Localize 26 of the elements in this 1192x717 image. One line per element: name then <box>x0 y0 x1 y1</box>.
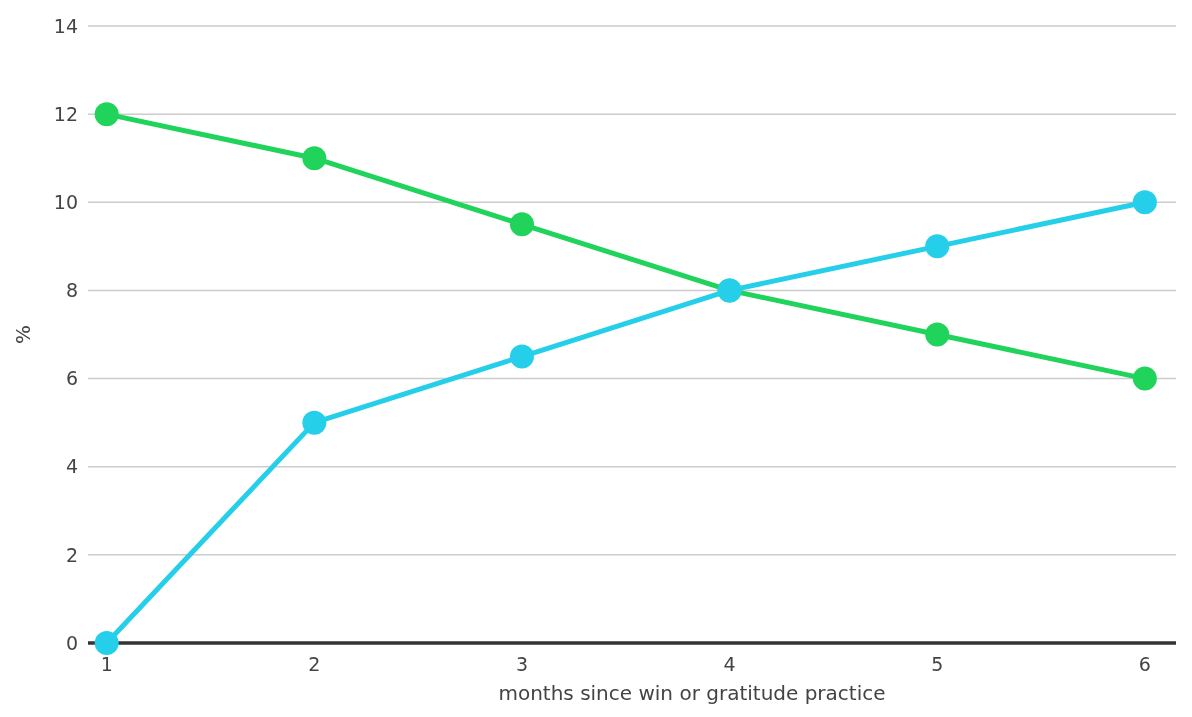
point <box>1132 366 1157 391</box>
y-tick-label: 4 <box>65 455 78 478</box>
point <box>509 212 534 237</box>
point <box>925 234 950 259</box>
point <box>302 146 327 171</box>
point <box>925 322 950 347</box>
y-tick-label: 2 <box>65 543 78 566</box>
x-tick-label: 3 <box>515 653 528 675</box>
point <box>94 102 119 127</box>
y-tick-label: 0 <box>65 631 78 654</box>
point <box>94 631 119 655</box>
y-axis-title: % <box>11 324 35 345</box>
y-tick-label: 14 <box>53 14 78 37</box>
y-tick-label: 10 <box>53 190 78 213</box>
y-tick-label: 12 <box>53 102 78 125</box>
y-tick-label: 6 <box>65 367 78 390</box>
x-tick-label: 6 <box>1138 653 1151 675</box>
point <box>302 410 327 435</box>
x-tick-label: 1 <box>100 653 113 675</box>
x-tick-label: 4 <box>723 653 736 675</box>
y-tick-label: 8 <box>65 279 78 302</box>
point <box>509 344 534 369</box>
point <box>1132 190 1157 215</box>
x-tick-label: 5 <box>931 653 944 675</box>
x-axis-title: months since win or gratitude practice <box>498 681 886 705</box>
x-tick-label: 2 <box>308 653 321 675</box>
